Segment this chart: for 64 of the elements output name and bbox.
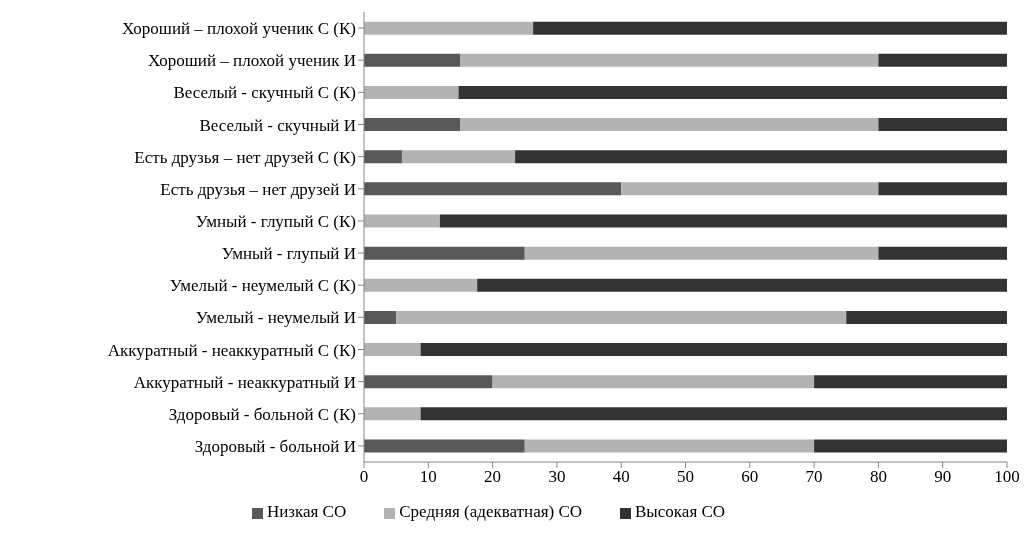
x-tick-label: 20 [484,467,502,487]
y-tick-label: Умелый - неумелый С (К) [169,276,356,296]
legend-label: Средняя (адекватная) СО [399,502,583,521]
bar [515,150,1007,164]
bar [477,278,1007,292]
bar [396,310,847,324]
bar [364,118,461,132]
y-tick-label: Аккуратный - неаккуратный С (К) [107,340,356,360]
x-tick-label: 0 [359,467,369,487]
x-tick-label: 10 [419,467,437,487]
bar [458,85,1007,99]
y-tick-label: Есть друзья – нет друзей И [160,179,356,199]
y-tick-label: Здоровый - больной И [194,436,356,456]
bar [364,278,478,292]
bar [492,375,815,389]
bar [846,310,1007,324]
y-tick-label: Умный - глупый С (К) [195,211,356,231]
y-tick-label: Веселый - скучный И [199,115,356,135]
x-tick-label: 80 [869,467,887,487]
x-tick-label: 60 [741,467,759,487]
bar [420,407,1007,421]
bar [364,343,421,357]
y-tick-label: Здоровый - больной С (К) [168,404,356,424]
y-tick-label: Аккуратный - неаккуратный И [133,372,356,392]
bar [364,439,525,453]
x-tick-label: 90 [934,467,952,487]
bar [364,53,461,67]
bar [364,150,402,164]
bar [878,53,1007,67]
y-tick-label: Есть друзья – нет друзей С (К) [134,147,356,167]
y-tick-label: Умелый - неумелый И [195,308,356,328]
bar [621,182,879,196]
bar [364,21,534,35]
y-tick-label: Хороший – плохой ученик С (К) [122,19,356,39]
bar [533,21,1007,35]
bar [364,182,622,196]
bar [364,246,525,260]
x-tick-label: 50 [677,467,694,487]
y-tick-label: Веселый - скучный С (К) [173,83,356,103]
bar [364,310,397,324]
bar [401,150,516,164]
bar [364,407,421,421]
x-tick-label: 40 [612,467,630,487]
legend-label: Высокая СО [635,502,726,521]
bar [420,343,1007,357]
bar [878,118,1007,132]
bar [364,375,493,389]
x-tick-label: 100 [994,467,1020,487]
legend-label: Низкая СО [266,502,347,521]
bar [814,375,1007,389]
y-tick-label: Хороший – плохой ученик И [148,51,356,71]
bar [460,118,879,132]
bar [364,85,459,99]
y-tick-label: Умный - глупый И [221,244,356,264]
bar [364,214,440,228]
bar [878,182,1007,196]
bar [524,246,879,260]
x-tick-label: 70 [805,467,823,487]
bar [460,53,879,67]
x-tick-label: 30 [548,467,566,487]
bar [878,246,1007,260]
bar [439,214,1007,228]
bar [524,439,815,453]
bar [814,439,1007,453]
